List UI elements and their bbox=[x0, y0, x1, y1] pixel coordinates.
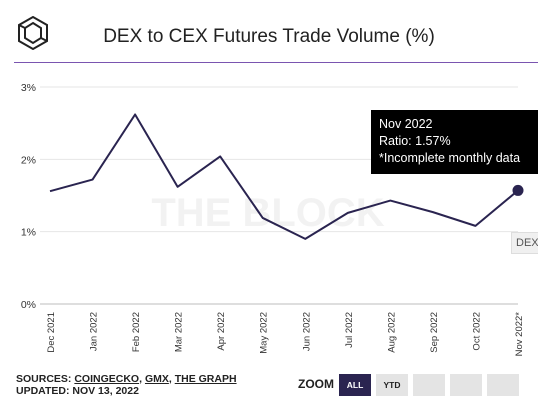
tooltip-ratio: Ratio: 1.57% bbox=[379, 134, 451, 148]
zoom-ytd-button[interactable]: YTD bbox=[376, 374, 408, 396]
title-divider bbox=[14, 62, 538, 63]
source-link-the-graph[interactable]: THE GRAPH bbox=[174, 373, 237, 385]
x-tick-label: Jul 2022 bbox=[344, 312, 355, 348]
source-link-gmx[interactable]: GMX bbox=[144, 373, 169, 385]
series-label-tag: DEX bbox=[511, 232, 538, 254]
tooltip-date: Nov 2022 bbox=[379, 117, 433, 131]
series-line bbox=[49, 113, 519, 240]
sources-block: SOURCES: COINGECKO, GMX, THE GRAPH UPDAT… bbox=[16, 373, 237, 397]
updated-date: UPDATED: NOV 13, 2022 bbox=[16, 385, 139, 397]
data-tooltip: Nov 2022 Ratio: 1.57% *Incomplete monthl… bbox=[371, 110, 538, 174]
x-tick-label: Sep 2022 bbox=[429, 312, 440, 353]
source-link-coingecko[interactable]: COINGECKO bbox=[74, 373, 140, 385]
x-tick-label: Oct 2022 bbox=[471, 312, 482, 351]
sources-line: SOURCES: COINGECKO, GMX, THE GRAPH bbox=[16, 373, 237, 385]
zoom-label: ZOOM bbox=[298, 377, 334, 391]
tooltip-note: *Incomplete monthly data bbox=[379, 151, 521, 165]
y-tick-label: 1% bbox=[21, 227, 36, 239]
x-tick-label: Apr 2022 bbox=[216, 312, 227, 351]
x-tick-label: Feb 2022 bbox=[131, 312, 142, 352]
x-tick-label: Nov 2022* bbox=[514, 312, 525, 357]
x-tick-label: Mar 2022 bbox=[174, 312, 185, 352]
zoom-range-button-4[interactable] bbox=[450, 374, 482, 396]
x-tick-label: May 2022 bbox=[259, 312, 270, 354]
x-tick-label: Aug 2022 bbox=[386, 312, 397, 353]
x-tick-label: Jan 2022 bbox=[89, 312, 100, 351]
zoom-all-button[interactable]: ALL bbox=[339, 374, 371, 396]
the-block-logo-icon bbox=[18, 16, 48, 50]
y-tick-label: 2% bbox=[21, 154, 36, 166]
y-tick-label: 3% bbox=[21, 82, 36, 94]
x-tick-label: Dec 2021 bbox=[46, 312, 57, 353]
zoom-range-button-3[interactable] bbox=[413, 374, 445, 396]
highlighted-data-point bbox=[512, 184, 524, 196]
x-tick-label: Jun 2022 bbox=[301, 312, 312, 351]
sources-prefix: SOURCES: bbox=[16, 373, 75, 385]
chart-title: DEX to CEX Futures Trade Volume (%) bbox=[103, 26, 435, 47]
zoom-range-button-5[interactable] bbox=[487, 374, 519, 396]
y-tick-label: 0% bbox=[21, 299, 36, 311]
